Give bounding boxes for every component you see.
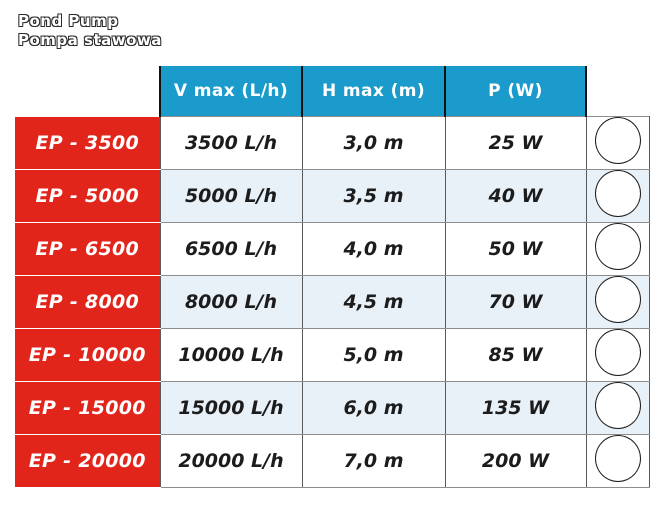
table-row: EP - 15000 15000 L/h 6,0 m 135 W bbox=[15, 380, 650, 435]
pump-specification-table: V max (L/h) H max (m) P (W) EP - 3500 350… bbox=[15, 66, 650, 488]
cell-power: 70 W bbox=[444, 274, 587, 329]
cell-h-max: 4,5 m bbox=[301, 274, 446, 329]
cell-power: 200 W bbox=[444, 433, 587, 488]
table-row: EP - 3500 3500 L/h 3,0 m 25 W bbox=[15, 115, 650, 170]
header-cell-v-max: V max (L/h) bbox=[159, 66, 303, 116]
table-header: V max (L/h) H max (m) P (W) bbox=[15, 66, 649, 116]
cell-power: 85 W bbox=[444, 327, 587, 382]
cell-selection-circle[interactable] bbox=[585, 274, 650, 329]
cell-selection-circle[interactable] bbox=[585, 380, 650, 435]
cell-model: EP - 6500 bbox=[15, 221, 160, 276]
cell-v-max: 15000 L/h bbox=[159, 380, 303, 435]
cell-selection-circle[interactable] bbox=[585, 115, 650, 170]
circle-icon[interactable] bbox=[594, 169, 641, 217]
header-cell-h-max: H max (m) bbox=[301, 66, 446, 116]
cell-v-max: 10000 L/h bbox=[159, 327, 303, 382]
product-title-polish: Pompa stawowa bbox=[17, 30, 162, 49]
cell-power: 135 W bbox=[444, 380, 587, 435]
table-row: EP - 5000 5000 L/h 3,5 m 40 W bbox=[15, 168, 650, 223]
cell-h-max: 4,0 m bbox=[301, 221, 446, 276]
cell-model: EP - 5000 bbox=[15, 168, 160, 223]
circle-icon[interactable] bbox=[594, 434, 641, 482]
cell-h-max: 3,5 m bbox=[301, 168, 446, 223]
table-row: EP - 10000 10000 L/h 5,0 m 85 W bbox=[15, 327, 650, 382]
header-cell-model-blank bbox=[15, 66, 160, 116]
circle-icon[interactable] bbox=[594, 116, 641, 164]
cell-selection-circle[interactable] bbox=[585, 168, 650, 223]
cell-h-max: 6,0 m bbox=[301, 380, 446, 435]
circle-icon[interactable] bbox=[594, 381, 641, 429]
cell-v-max: 6500 L/h bbox=[159, 221, 303, 276]
cell-v-max: 20000 L/h bbox=[159, 433, 303, 488]
cell-power: 50 W bbox=[444, 221, 587, 276]
cell-v-max: 5000 L/h bbox=[159, 168, 303, 223]
table-row: EP - 8000 8000 L/h 4,5 m 70 W bbox=[15, 274, 650, 329]
cell-model: EP - 3500 bbox=[15, 115, 160, 170]
product-title-block: Pond Pump Pompa stawowa bbox=[17, 11, 418, 50]
table-header-row: V max (L/h) H max (m) P (W) bbox=[15, 66, 649, 116]
table-row: EP - 6500 6500 L/h 4,0 m 50 W bbox=[15, 221, 650, 276]
header-cell-mark-blank bbox=[586, 66, 649, 116]
cell-h-max: 3,0 m bbox=[301, 115, 446, 170]
cell-selection-circle[interactable] bbox=[585, 433, 650, 488]
cell-model: EP - 8000 bbox=[15, 274, 160, 329]
circle-icon[interactable] bbox=[594, 222, 641, 270]
cell-selection-circle[interactable] bbox=[585, 221, 650, 276]
circle-icon[interactable] bbox=[594, 275, 641, 323]
circle-icon[interactable] bbox=[594, 328, 641, 376]
cell-h-max: 5,0 m bbox=[301, 327, 446, 382]
cell-selection-circle[interactable] bbox=[585, 327, 650, 382]
cell-power: 40 W bbox=[444, 168, 587, 223]
header-cell-power: P (W) bbox=[444, 66, 587, 116]
cell-h-max: 7,0 m bbox=[301, 433, 446, 488]
cell-model: EP - 10000 bbox=[15, 327, 160, 382]
cell-power: 25 W bbox=[444, 115, 587, 170]
table-row: EP - 20000 20000 L/h 7,0 m 200 W bbox=[15, 433, 650, 488]
product-title-english: Pond Pump bbox=[17, 11, 119, 30]
cell-v-max: 8000 L/h bbox=[159, 274, 303, 329]
cell-v-max: 3500 L/h bbox=[159, 115, 303, 170]
table-body: EP - 3500 3500 L/h 3,0 m 25 W EP - 5000 5000 … bbox=[15, 115, 650, 488]
cell-model: EP - 15000 bbox=[15, 380, 160, 435]
cell-model: EP - 20000 bbox=[15, 433, 160, 488]
